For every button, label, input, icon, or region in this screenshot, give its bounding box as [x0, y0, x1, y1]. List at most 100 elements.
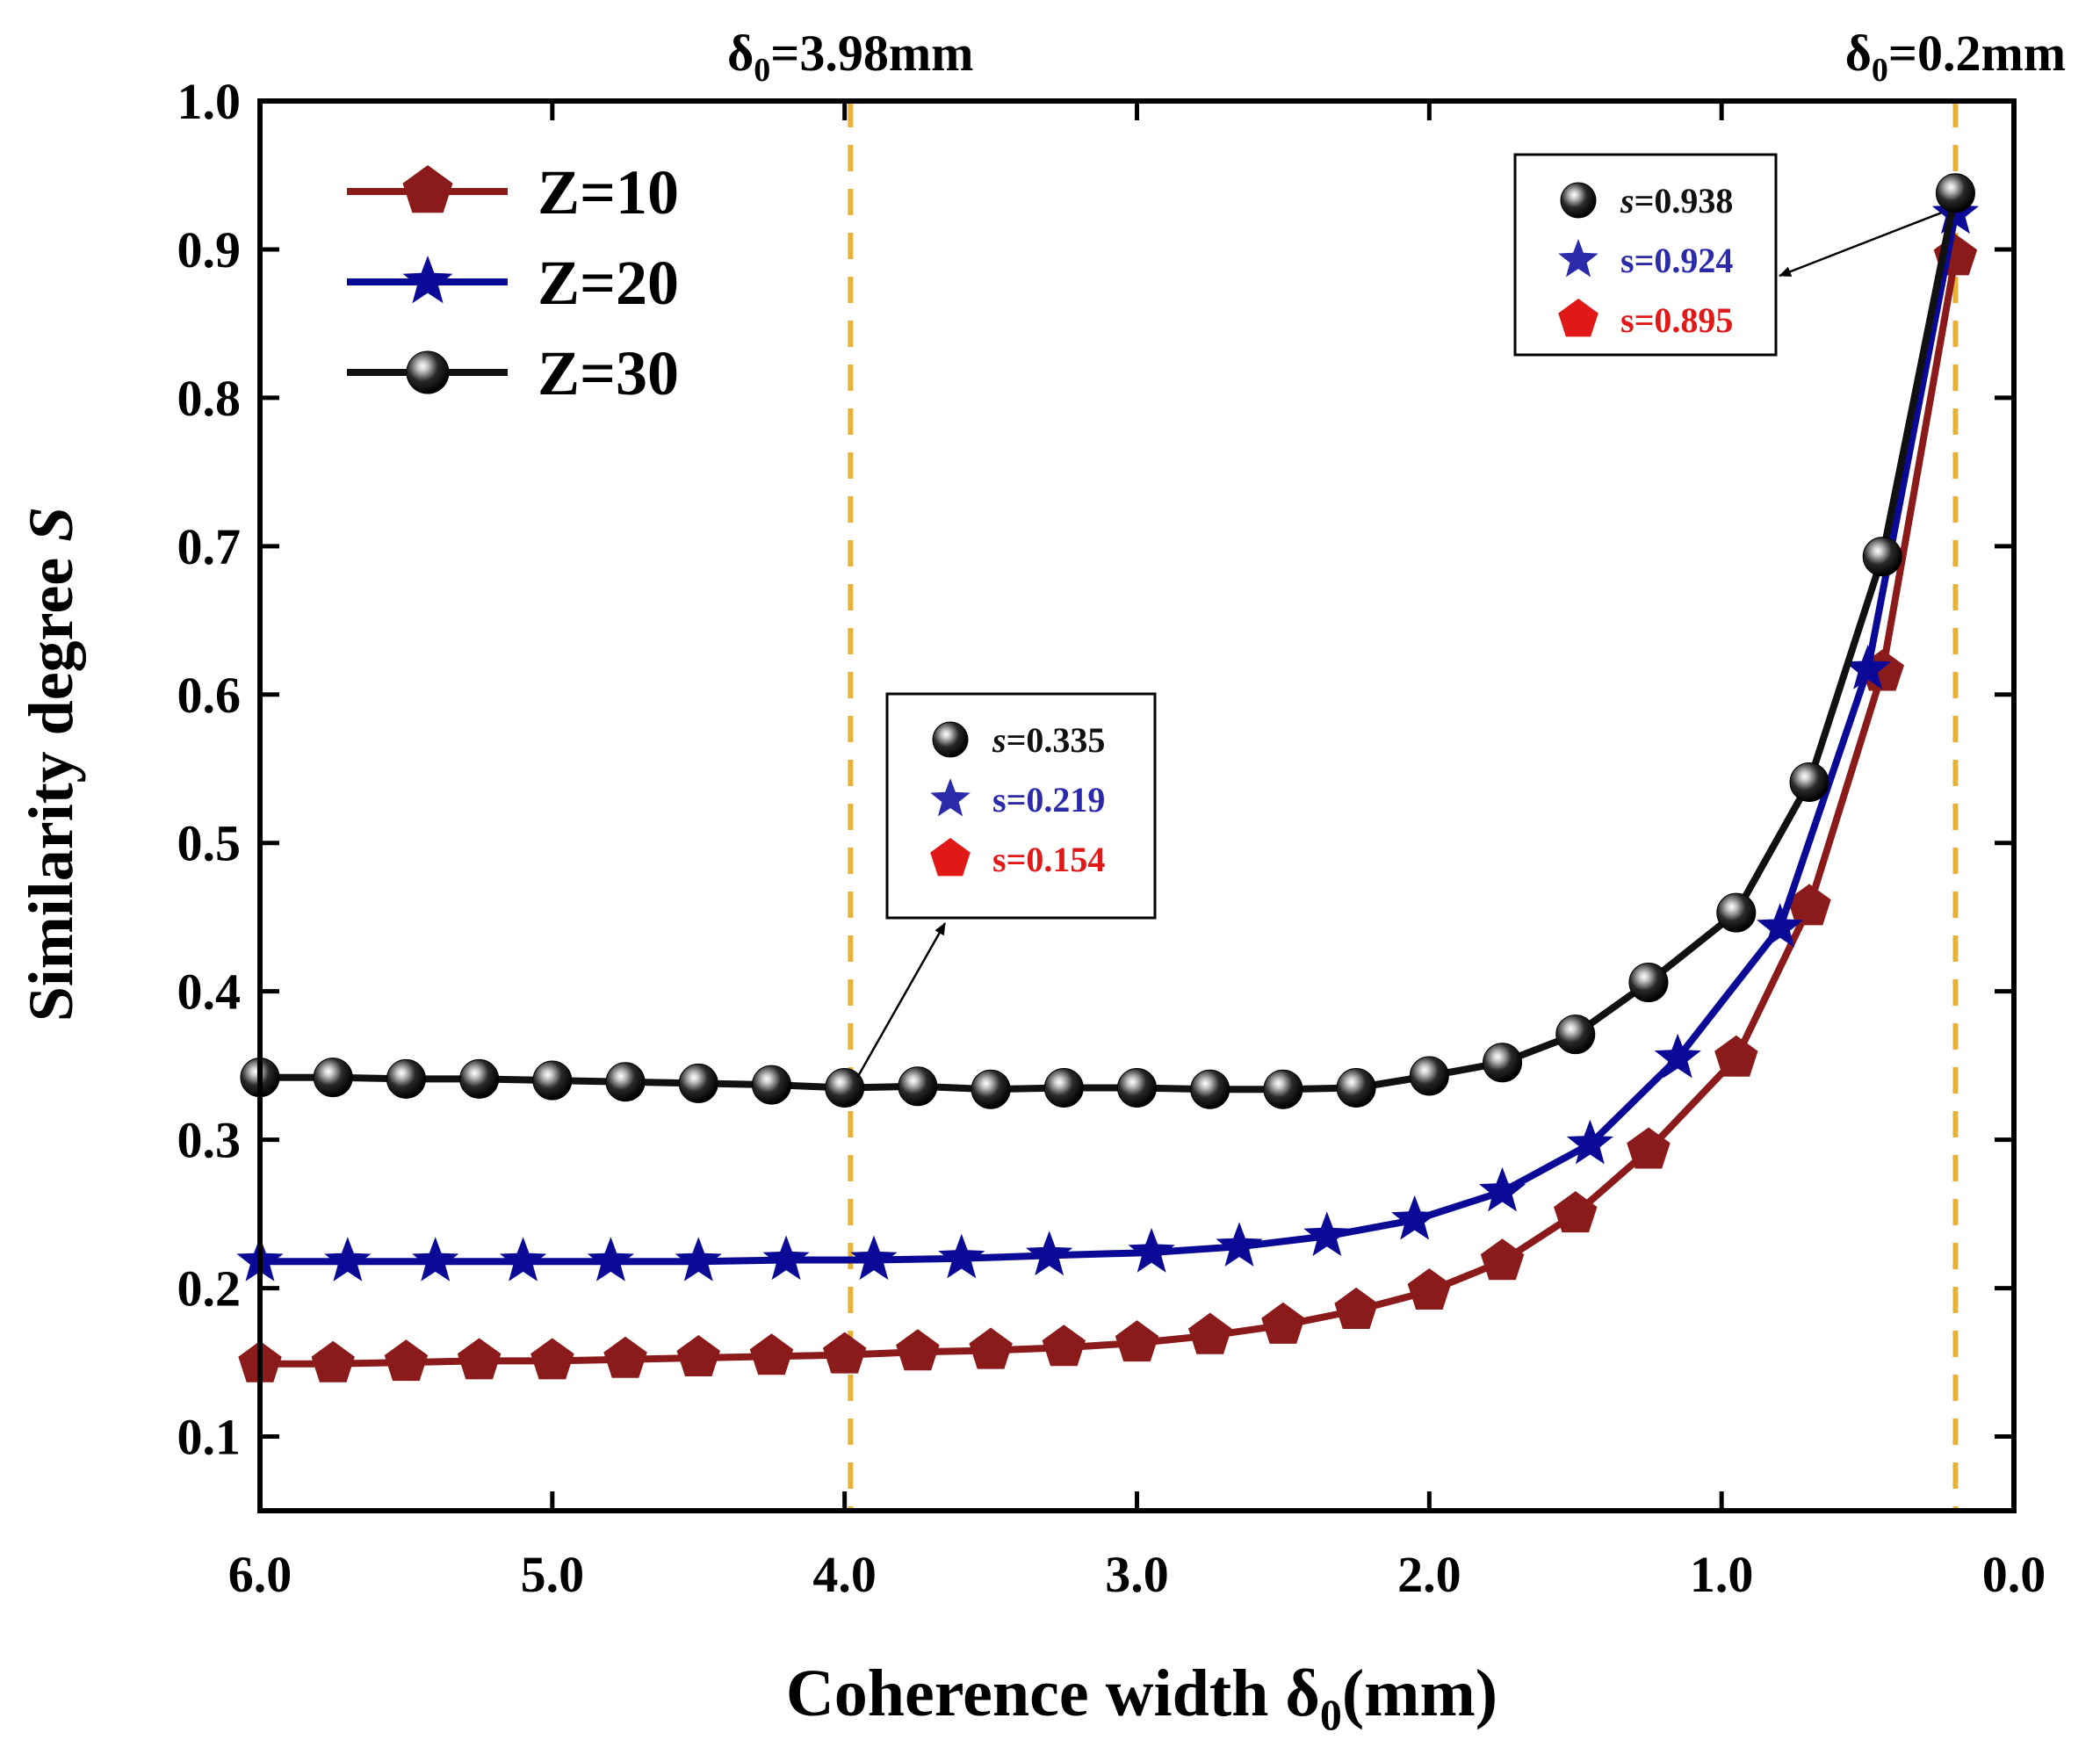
annotation-arrow: [1779, 211, 1942, 278]
data-point: [1862, 537, 1902, 577]
annotation-marker: [1558, 239, 1598, 278]
data-point: [499, 1237, 547, 1281]
annotation-text: s=0.219: [992, 780, 1105, 819]
y-tick-label: 0.5: [177, 815, 242, 872]
data-point: [762, 1235, 810, 1281]
data-point: [1757, 903, 1804, 948]
data-point: [1566, 1119, 1613, 1165]
annotation-marker: [1560, 182, 1597, 219]
x-axis-label-text: Coherence width δ: [786, 1657, 1320, 1730]
data-point: [1188, 1312, 1232, 1354]
annotation-var: s: [1620, 181, 1635, 220]
reference-lines: δ0=3.98mm δ0=0.2mm: [727, 25, 2066, 1511]
reference-label-delta: δ: [727, 25, 754, 82]
data-point: [1391, 1195, 1439, 1240]
data-point: [1483, 1043, 1523, 1083]
data-point: [1409, 1056, 1449, 1096]
series-line: [260, 213, 1959, 1266]
data-point: [532, 1060, 573, 1101]
annotation-text: s=0.895: [1620, 300, 1733, 340]
legend: Z=10 Z=20 Z=30: [347, 157, 679, 408]
legend-marker: [406, 350, 450, 394]
annotation-arrow: [856, 922, 947, 1079]
data-point: [587, 1237, 634, 1281]
reference-line-label: δ0=3.98mm: [727, 25, 973, 89]
annotation-text: s=0.335: [992, 720, 1105, 760]
data-point: [530, 1338, 574, 1380]
reference-label-delta: δ: [1845, 25, 1872, 82]
data-point: [1334, 1287, 1378, 1329]
data-point: [1480, 1238, 1525, 1281]
annotation-value: =0.938: [1635, 181, 1734, 220]
annotation-var: s: [992, 720, 1007, 760]
legend-marker: [402, 165, 453, 213]
data-point: [324, 1237, 372, 1281]
data-point: [1478, 1166, 1526, 1212]
data-point: [1042, 1325, 1086, 1367]
data-point: [1789, 762, 1829, 802]
y-axis-label-var: S: [16, 507, 86, 542]
data-point: [1115, 1320, 1159, 1362]
annotation-marker: [1558, 299, 1598, 337]
annotation-marker: [932, 721, 969, 758]
data-point: [850, 1235, 898, 1281]
x-tick-label: 6.0: [228, 1546, 292, 1603]
data-point: [1216, 1222, 1263, 1267]
data-point: [1190, 1069, 1230, 1109]
tick-labels: 6.0 5.0 4.0 3.0 2.0 1.0 0.0 0.1 0.2 0.3 0.4 0.5 0.6 0…: [177, 73, 2046, 1603]
x-tick-label: 0.0: [1982, 1546, 2046, 1603]
data-point: [1555, 1014, 1596, 1055]
data-point: [313, 1058, 353, 1098]
x-axis-label: Coherence width δ0(mm): [786, 1657, 1497, 1739]
y-tick-label: 0.8: [177, 370, 242, 427]
data-point: [749, 1333, 794, 1375]
data-point: [1263, 1069, 1303, 1109]
legend-marker: [402, 256, 453, 304]
y-tick-label: 0.2: [177, 1260, 242, 1317]
y-tick-label: 0.9: [177, 221, 242, 278]
data-point: [1654, 1033, 1701, 1079]
y-axis-label: Similarity degree S: [16, 507, 86, 1022]
data-point: [605, 1062, 646, 1102]
x-tick-label: 2.0: [1397, 1546, 1461, 1603]
data-point: [1716, 892, 1757, 933]
data-point: [675, 1237, 722, 1281]
data-point: [459, 1058, 500, 1099]
annotation-value: s=0.924: [1620, 241, 1733, 280]
data-point: [1787, 884, 1831, 926]
y-tick-label: 1.0: [177, 73, 242, 130]
y-tick-label: 0.3: [177, 1112, 242, 1169]
legend-label: Z=10: [538, 157, 679, 227]
annotations: s=0.335s=0.219s=0.154s=0.938s=0.924s=0.8…: [856, 153, 1942, 1079]
data-point: [676, 1335, 720, 1376]
x-tick-label: 4.0: [812, 1546, 877, 1603]
data-point: [822, 1332, 867, 1374]
annotation-text: s=0.938: [1620, 181, 1733, 220]
annotation-text: s=0.924: [1620, 241, 1733, 280]
legend-label: Z=20: [538, 248, 679, 318]
data-point: [384, 1339, 429, 1382]
data-point: [896, 1329, 940, 1371]
data-point: [1844, 645, 1892, 689]
x-axis-label-unit: (mm): [1342, 1657, 1497, 1730]
data-point: [1303, 1211, 1351, 1257]
y-tick-label: 0.1: [177, 1409, 242, 1466]
annotation-text: s=0.154: [992, 840, 1105, 879]
annotation-box: [885, 692, 1157, 920]
legend-label: Z=30: [538, 338, 679, 408]
data-point: [825, 1068, 865, 1108]
annotation-box: [1513, 153, 1778, 357]
x-tick-label: 5.0: [521, 1546, 585, 1603]
data-point: [1714, 1035, 1758, 1077]
annotation-value: s=0.895: [1620, 300, 1733, 340]
data-point: [969, 1327, 1013, 1369]
data-point: [1336, 1068, 1376, 1108]
annotation-marker: [930, 778, 971, 817]
y-axis-label-text: Similarity degree: [16, 542, 86, 1022]
data-point: [678, 1063, 718, 1103]
annotation-value: s=0.219: [992, 780, 1105, 819]
data-point: [457, 1338, 502, 1380]
y-tick-label: 0.4: [177, 964, 242, 1021]
annotation-marker: [930, 838, 971, 877]
data-point: [1117, 1068, 1157, 1108]
